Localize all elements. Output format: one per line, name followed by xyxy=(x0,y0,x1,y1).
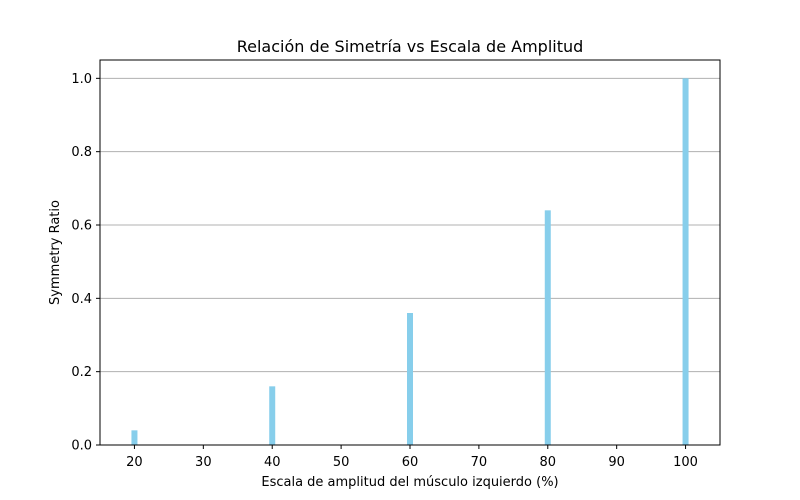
x-tick-label: 70 xyxy=(471,455,488,470)
bar xyxy=(269,386,276,445)
y-axis-ticks: 0.0 0.2 0.4 0.6 0.8 1.0 xyxy=(71,72,100,454)
chart-title: Relación de Simetría vs Escala de Amplit… xyxy=(237,37,584,56)
bar xyxy=(682,78,689,445)
x-tick-label: 100 xyxy=(673,455,698,470)
y-axis-label: Symmetry Ratio xyxy=(48,200,63,305)
x-axis-label: Escala de amplitud del músculo izquierdo… xyxy=(261,475,558,490)
bar xyxy=(407,313,413,445)
x-tick-label: 90 xyxy=(608,455,625,470)
bar xyxy=(544,210,551,445)
y-tick-label: 0.6 xyxy=(71,219,92,234)
y-tick-label: 0.8 xyxy=(71,145,92,160)
x-axis-ticks: 20 30 40 50 60 70 80 90 100 xyxy=(126,445,698,470)
y-tick-label: 0.4 xyxy=(71,292,92,307)
y-tick-label: 0.0 xyxy=(71,439,92,454)
bars xyxy=(131,78,689,445)
x-tick-label: 60 xyxy=(402,455,419,470)
x-tick-label: 20 xyxy=(126,455,143,470)
x-tick-label: 80 xyxy=(540,455,557,470)
y-tick-label: 0.2 xyxy=(71,365,92,380)
x-tick-label: 30 xyxy=(195,455,212,470)
y-tick-label: 1.0 xyxy=(71,72,92,87)
x-tick-label: 40 xyxy=(264,455,281,470)
bar xyxy=(131,430,138,445)
x-tick-label: 50 xyxy=(333,455,350,470)
